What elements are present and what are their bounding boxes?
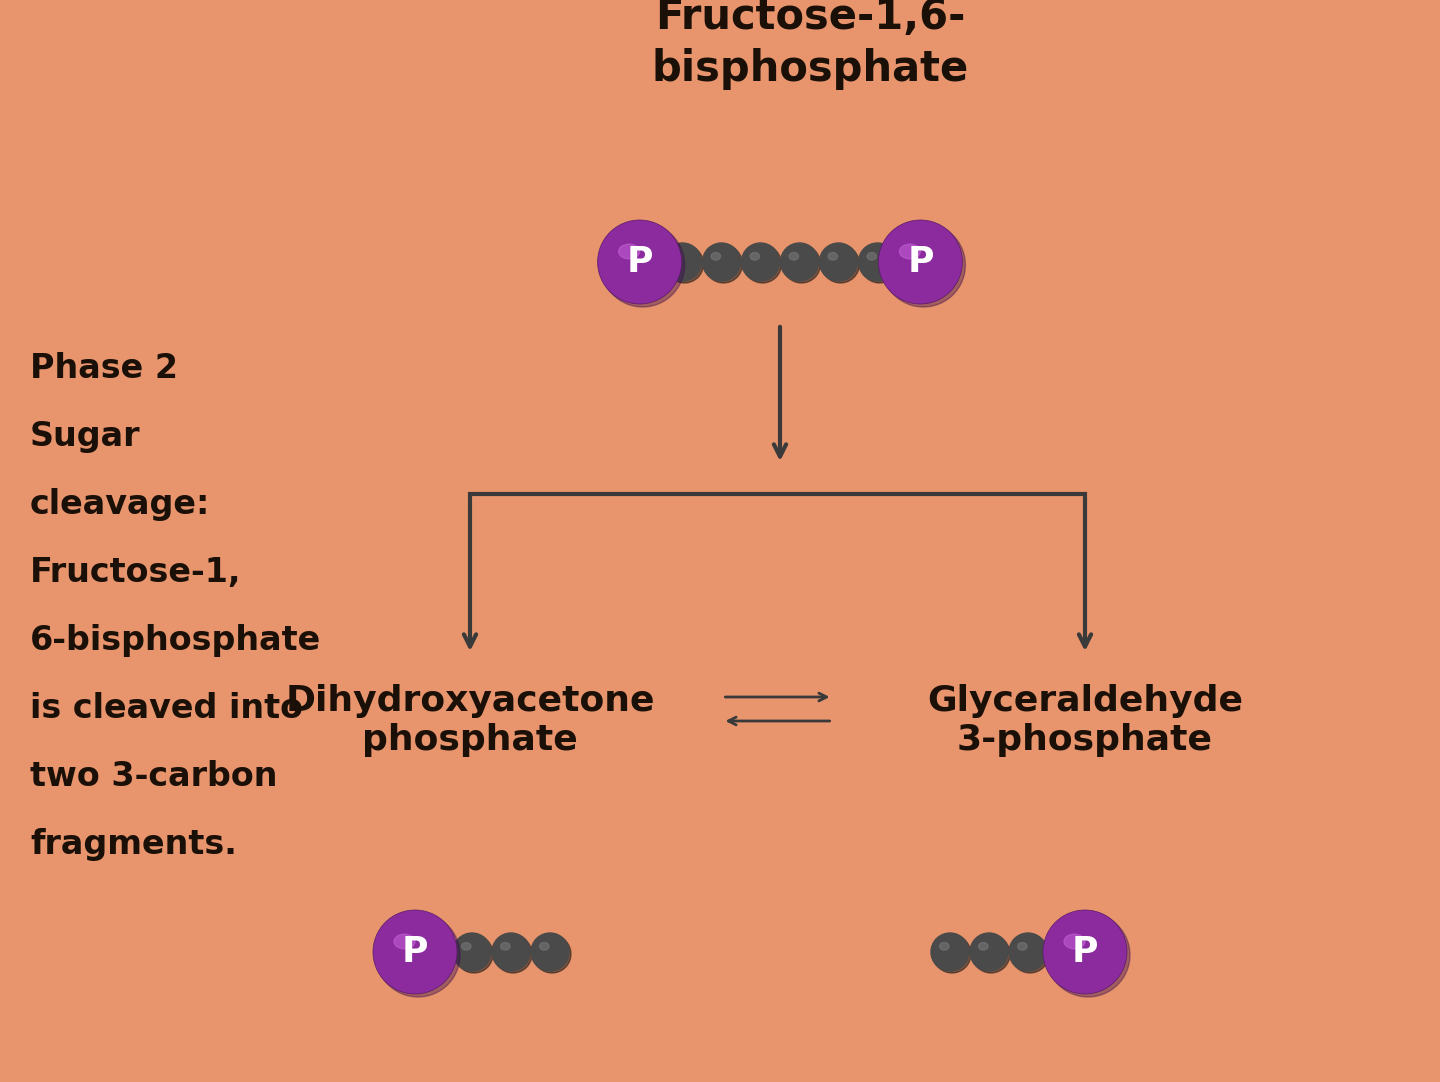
Circle shape	[455, 935, 492, 973]
Circle shape	[703, 243, 740, 281]
Text: Glyceraldehyde
3-phosphate: Glyceraldehyde 3-phosphate	[927, 684, 1243, 757]
Text: two 3-carbon: two 3-carbon	[30, 760, 278, 793]
Text: P: P	[402, 935, 428, 969]
Text: Fructose-1,6-
bisphosphate: Fructose-1,6- bisphosphate	[651, 0, 969, 90]
Circle shape	[780, 243, 818, 281]
Ellipse shape	[979, 942, 988, 950]
Circle shape	[821, 245, 860, 283]
Ellipse shape	[789, 252, 799, 260]
Ellipse shape	[939, 942, 949, 950]
Ellipse shape	[711, 252, 720, 260]
Text: Dihydroxyacetone
phosphate: Dihydroxyacetone phosphate	[285, 684, 655, 757]
Ellipse shape	[828, 252, 838, 260]
Text: Sugar: Sugar	[30, 420, 141, 453]
Circle shape	[492, 933, 530, 971]
Circle shape	[665, 245, 704, 283]
Circle shape	[454, 933, 491, 971]
Circle shape	[704, 245, 743, 283]
Circle shape	[664, 243, 701, 281]
Text: Fructose-1,: Fructose-1,	[30, 556, 242, 589]
Circle shape	[819, 243, 857, 281]
Text: 6-bisphosphate: 6-bisphosphate	[30, 624, 321, 657]
Circle shape	[881, 223, 965, 307]
Circle shape	[782, 245, 821, 283]
Circle shape	[1011, 935, 1048, 973]
Circle shape	[743, 245, 782, 283]
Text: P: P	[907, 245, 933, 279]
Circle shape	[494, 935, 531, 973]
Ellipse shape	[750, 252, 759, 260]
Text: P: P	[626, 245, 652, 279]
Circle shape	[533, 935, 572, 973]
Circle shape	[933, 935, 971, 973]
Circle shape	[971, 933, 1008, 971]
Ellipse shape	[619, 245, 639, 259]
Circle shape	[861, 245, 899, 283]
Circle shape	[598, 220, 681, 304]
Circle shape	[858, 243, 897, 281]
Circle shape	[1045, 913, 1130, 997]
Ellipse shape	[900, 245, 920, 259]
Ellipse shape	[1064, 934, 1084, 949]
Circle shape	[1009, 933, 1047, 971]
Ellipse shape	[540, 942, 549, 950]
Circle shape	[1043, 910, 1128, 994]
Circle shape	[742, 243, 779, 281]
Ellipse shape	[1018, 942, 1027, 950]
Ellipse shape	[867, 252, 877, 260]
Ellipse shape	[501, 942, 510, 950]
Circle shape	[600, 223, 684, 307]
Circle shape	[972, 935, 1009, 973]
Text: fragments.: fragments.	[30, 828, 236, 861]
Circle shape	[373, 910, 456, 994]
Text: is cleaved into: is cleaved into	[30, 692, 302, 725]
Circle shape	[878, 220, 962, 304]
Ellipse shape	[462, 942, 471, 950]
Ellipse shape	[672, 252, 681, 260]
Text: Phase 2: Phase 2	[30, 352, 179, 385]
Text: cleavage:: cleavage:	[30, 488, 210, 522]
Circle shape	[932, 933, 969, 971]
Ellipse shape	[395, 934, 415, 949]
Circle shape	[376, 913, 459, 997]
Circle shape	[531, 933, 569, 971]
Text: P: P	[1071, 935, 1099, 969]
